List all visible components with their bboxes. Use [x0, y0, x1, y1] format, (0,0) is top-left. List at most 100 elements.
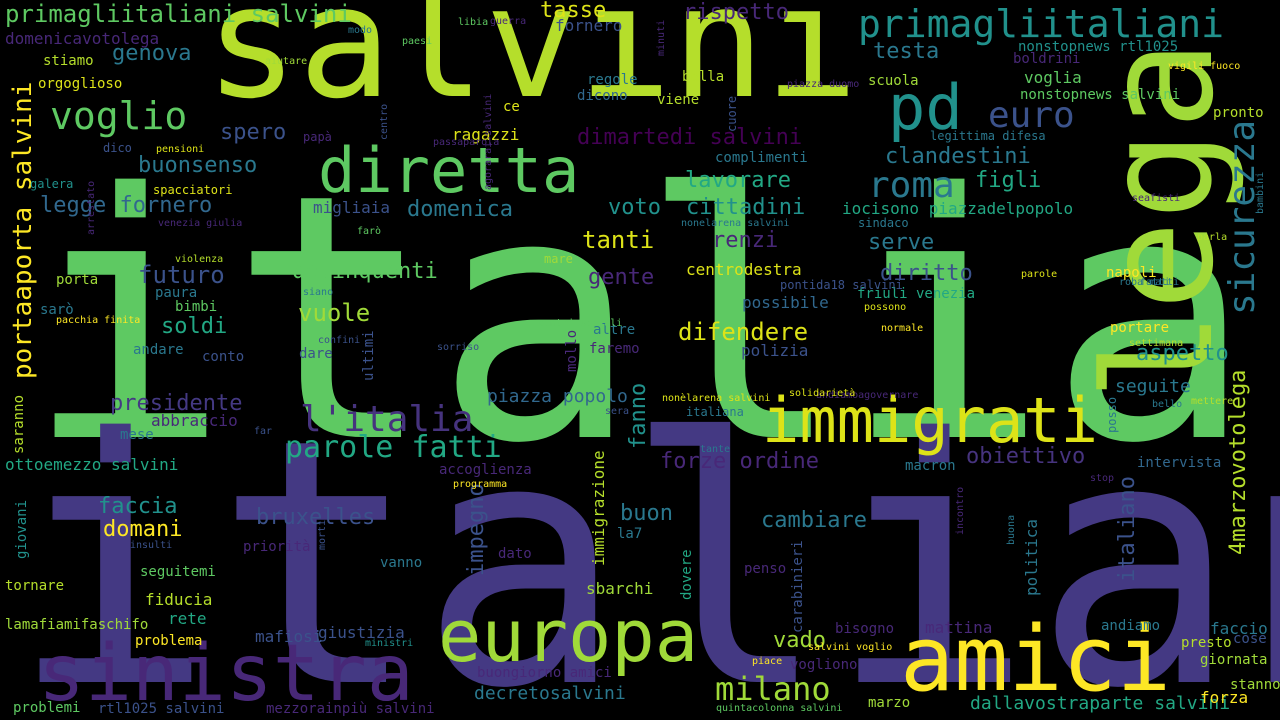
word-vuole: vuole — [298, 299, 371, 327]
word-politica: politica — [1022, 518, 1041, 596]
word-delinquenti: delinquenti — [292, 259, 438, 284]
word-fanno: fanno — [626, 382, 651, 449]
word-piazza-popolo: piazza popolo — [487, 386, 628, 407]
word-voglio: voglio — [50, 94, 188, 138]
word-euro: euro — [988, 95, 1075, 136]
word-possibile: possibile — [742, 293, 829, 312]
word-clandestini: clandestini — [885, 144, 1031, 169]
word-programma: programma — [453, 479, 508, 490]
word-piace: piace — [752, 656, 783, 667]
word-ottoemezzo-salvini: ottoemezzo salvini — [5, 455, 179, 474]
word-macron: macron — [905, 458, 956, 474]
word-mafiosi: mafiosi — [255, 627, 323, 646]
word-sbarchi: sbarchi — [586, 579, 654, 598]
word-saranno: saranno — [11, 394, 27, 454]
word-viene: viene — [657, 92, 700, 108]
word-dicono: dicono — [577, 88, 628, 104]
word-vigili-fuoco: vigili fuoco — [1168, 61, 1241, 72]
word-possono: possono — [864, 302, 907, 313]
word-dovere: dovere — [679, 549, 695, 600]
word-posso: posso — [1105, 396, 1119, 433]
word-primagliitaliani: primagliitaliani — [858, 2, 1225, 46]
word-pacchia-finita: pacchia finita — [56, 315, 141, 326]
word-napoli: napoli — [1106, 265, 1157, 281]
word-farò: farò — [357, 226, 382, 237]
word-abbraccio: abbraccio — [151, 411, 238, 430]
word-voto: voto — [608, 195, 661, 220]
word-andiamoagovernare: andiamoagovernare — [816, 390, 919, 401]
word-italiana: italiana — [686, 405, 744, 419]
word-testa: testa — [873, 39, 940, 64]
word-fiducia: fiducia — [145, 590, 213, 609]
word-faremo: faremo — [589, 341, 640, 357]
word-galera: galera — [30, 177, 74, 191]
word-tornare: tornare — [5, 578, 65, 594]
word-intervista: intervista — [1137, 455, 1222, 471]
word-immigrazione: immigrazione — [589, 450, 608, 566]
word-lamafiamifaschifo: lamafiamifaschifo — [5, 617, 149, 633]
word-nonèlarena-salvini: nonèlarena salvini — [662, 393, 771, 404]
word-fatti: fatti — [1140, 277, 1171, 288]
word-polizia: polizia — [741, 341, 809, 360]
word-mollo: mollo — [564, 329, 580, 372]
word-seguitemi: seguitemi — [140, 564, 216, 580]
word-tasse: tasse — [540, 0, 607, 23]
word-confini: confini — [318, 335, 361, 346]
word-impegno: impegno — [464, 483, 489, 576]
word-italia: italia — [25, 122, 1254, 518]
word-figli: figli — [975, 168, 1042, 193]
word-problemi: problemi — [13, 700, 81, 716]
word-settimana: settimana — [1129, 338, 1184, 349]
word-paura: paura — [155, 285, 198, 301]
word-giovani: giovani — [14, 499, 30, 559]
word-dico: dico — [103, 141, 132, 155]
word-legittima-difesa: legittima difesa — [930, 129, 1046, 143]
word-guerra: guerra — [490, 16, 527, 27]
word-spero: spero — [220, 120, 287, 145]
word-presidente: presidente — [110, 391, 243, 416]
word-buona: buona — [1006, 514, 1017, 545]
word-bambini: bambini — [1255, 171, 1266, 214]
word-libia: libia — [458, 17, 489, 28]
word-cittadini: cittadini — [686, 195, 806, 220]
word-soldi: soldi — [161, 314, 228, 339]
word-cose: cose — [1233, 631, 1267, 647]
word-la7: la7 — [617, 526, 643, 542]
word-bello: bello — [1152, 399, 1183, 410]
word-ragazzi: ragazzi — [452, 125, 520, 144]
word-cuore: cuore — [725, 95, 739, 132]
word-parole-fatti: parole fatti — [285, 430, 502, 465]
word-friuli-venezia: friuli venezia — [857, 286, 976, 302]
word-aspetto: aspetto — [1136, 341, 1229, 366]
word-nonstopnews-salvini: nonstopnews salvini — [1020, 87, 1181, 103]
word-problema: problema — [135, 633, 203, 649]
word-bruxelles: bruxelles — [256, 505, 376, 530]
word-stiamo: stiamo — [43, 53, 94, 69]
word-europa: europa — [438, 594, 699, 678]
word-pensioni: pensioni — [156, 144, 205, 155]
word-l-italia: l'italia — [300, 399, 474, 440]
word-passaparola: passaparola — [433, 137, 500, 148]
word-vogliono: vogliono — [790, 657, 858, 673]
word-portare: portare — [1110, 320, 1170, 336]
word-cambiare: cambiare — [761, 508, 867, 533]
word-voglia: voglia — [1024, 68, 1082, 87]
word-rispetto: rispetto — [683, 0, 789, 25]
word-roma: roma — [868, 165, 955, 206]
word-migliaia: migliaia — [313, 198, 391, 217]
word-salvini: salvini — [205, 0, 859, 133]
word-violenza: violenza — [175, 254, 224, 265]
word-domani: domani — [103, 517, 183, 542]
word-orgoglioso: orgoglioso — [38, 76, 123, 92]
word-mettere: mettere — [1191, 396, 1234, 407]
word-serve: serve — [868, 230, 935, 255]
word-buongiorno-amici: buongiorno amici — [477, 665, 612, 681]
word-scuola: scuola — [868, 73, 919, 89]
word-decretosalvini: decretosalvini — [474, 683, 626, 704]
word-giornata: giornata — [1200, 652, 1268, 668]
word-futuro: futuro — [138, 261, 225, 289]
word-bella: bella — [682, 69, 725, 85]
word-aiutare: aiutare — [265, 56, 308, 67]
word-dato: dato — [498, 546, 532, 562]
word-amici: amici — [900, 607, 1171, 712]
